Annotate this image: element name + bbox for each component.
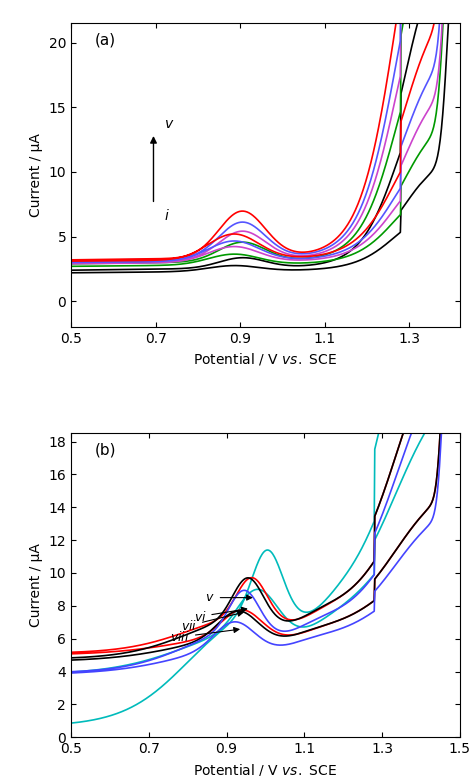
Y-axis label: Current / μA: Current / μA <box>29 543 43 627</box>
Text: $v$: $v$ <box>205 591 252 605</box>
X-axis label: Potential / V $\mathit{vs.}$ SCE: Potential / V $\mathit{vs.}$ SCE <box>193 761 337 776</box>
Text: (a): (a) <box>94 33 116 47</box>
Y-axis label: Current / μA: Current / μA <box>29 133 43 217</box>
X-axis label: Potential / V $\mathit{vs.}$ SCE: Potential / V $\mathit{vs.}$ SCE <box>193 352 337 368</box>
Text: $viii$: $viii$ <box>170 628 239 644</box>
Text: (b): (b) <box>94 442 116 458</box>
Text: $vi$: $vi$ <box>193 608 246 623</box>
Text: $vii$: $vii$ <box>181 611 243 632</box>
Text: $i$: $i$ <box>164 208 170 223</box>
Text: $v$: $v$ <box>164 117 174 131</box>
